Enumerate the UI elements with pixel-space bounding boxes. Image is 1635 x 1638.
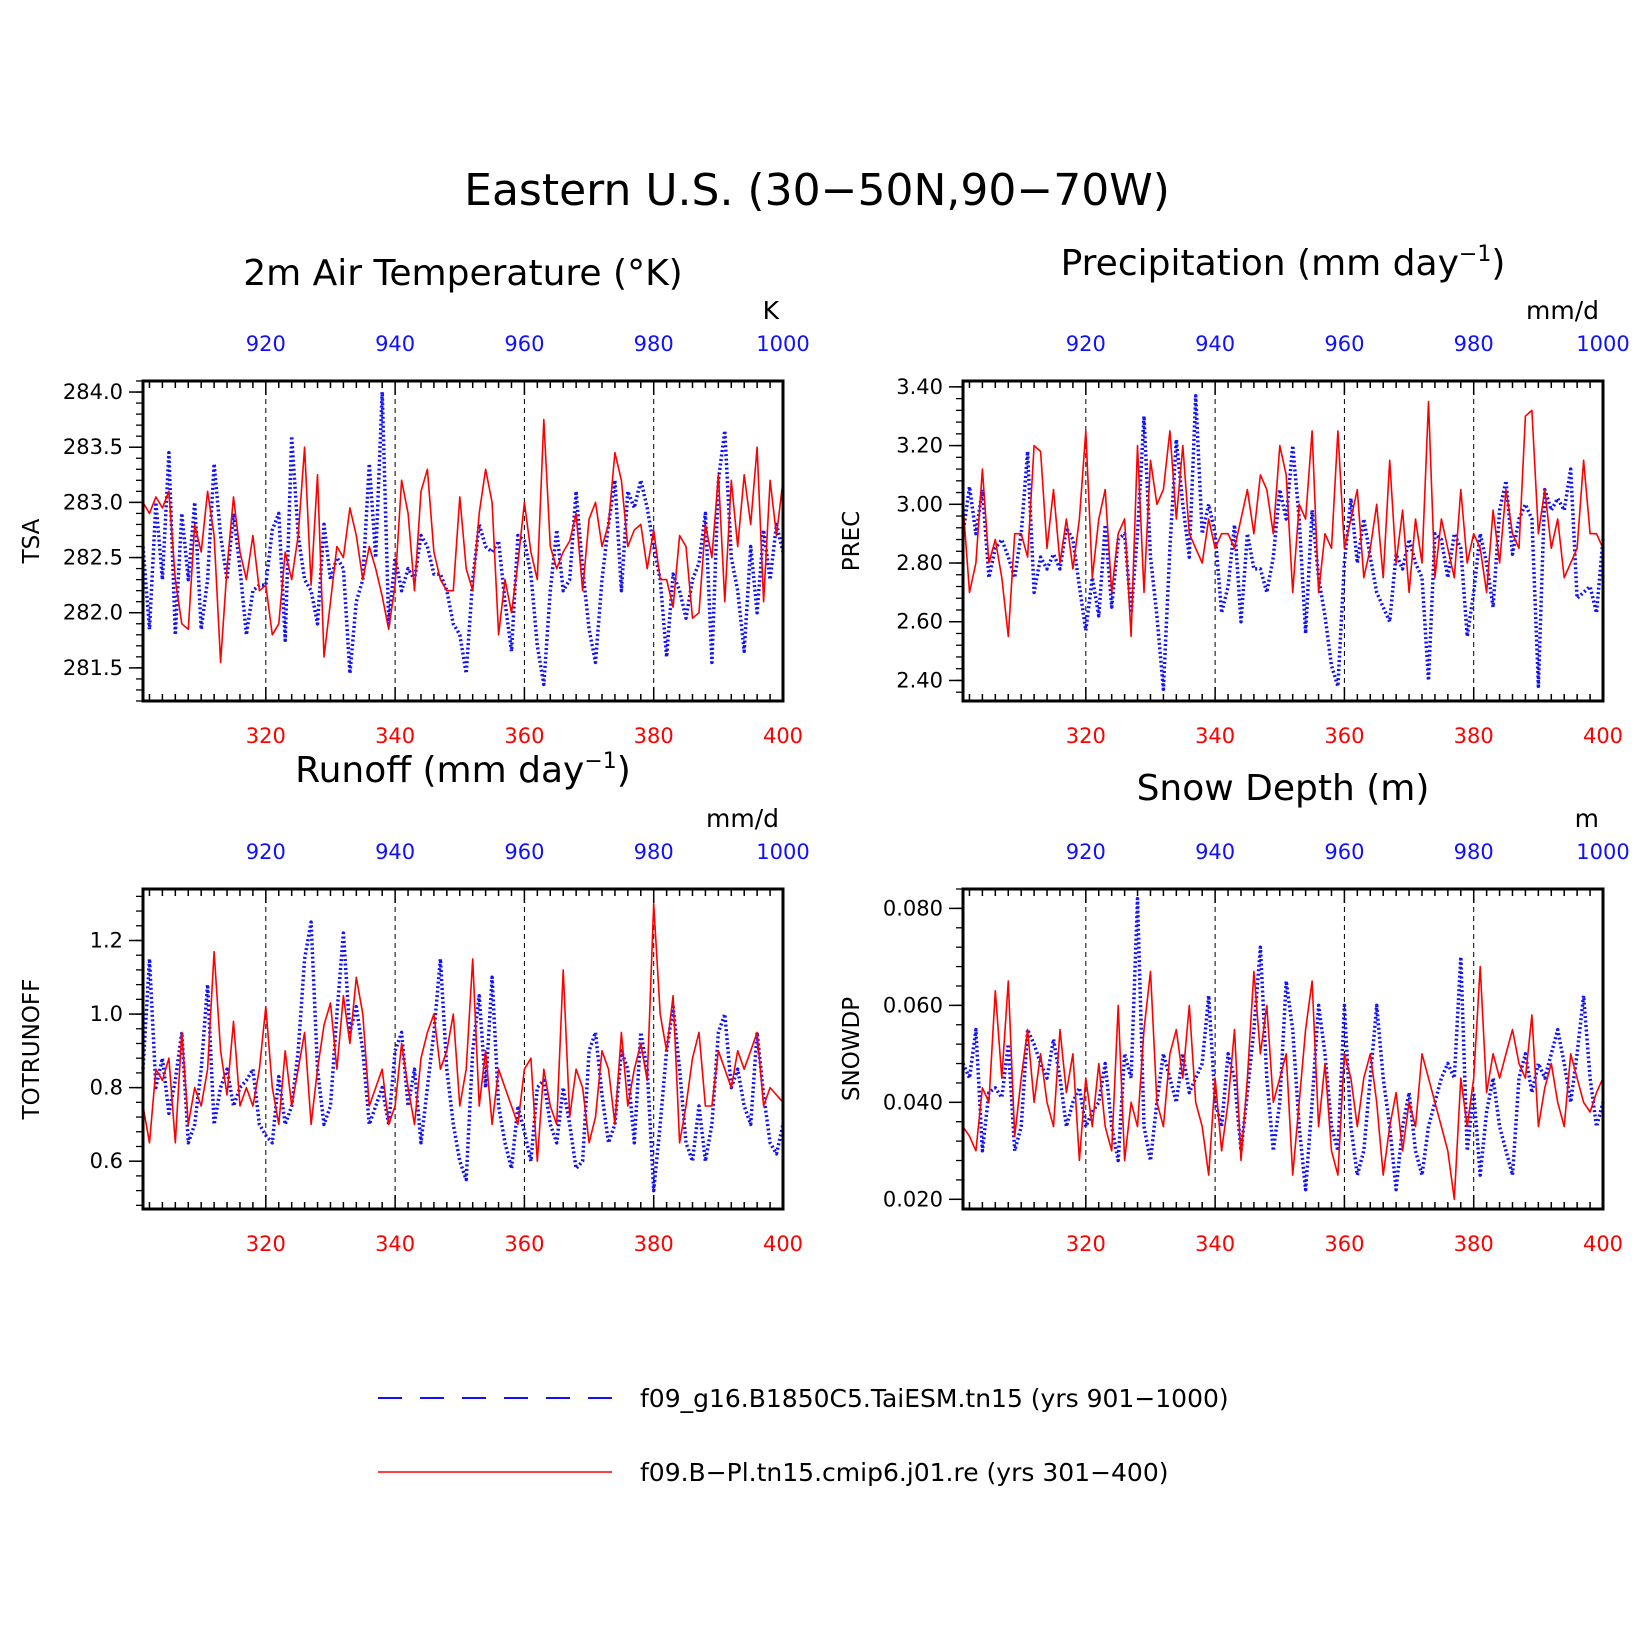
panel-title: 2m Air Temperature (°K) <box>243 253 682 294</box>
x-tick-label: 340 <box>1195 1232 1235 1256</box>
figure-title: Eastern U.S. (30−50N,90−70W) <box>464 165 1170 216</box>
y-tick-label: 281.5 <box>63 656 123 680</box>
x-top-tick-label: 940 <box>375 332 415 356</box>
plot-frame <box>961 379 1605 703</box>
panel-title: Snow Depth (m) <box>1137 768 1430 809</box>
x-tick-label: 360 <box>1324 724 1364 748</box>
x-tick-label: 320 <box>1066 724 1106 748</box>
x-top-tick-label: 980 <box>634 840 674 864</box>
x-tick-label: 400 <box>1583 724 1623 748</box>
x-top-tick-label: 940 <box>1195 332 1235 356</box>
y-tick-label: 283.5 <box>63 435 123 459</box>
x-tick-label: 340 <box>1195 724 1235 748</box>
panel-tsa: 2m Air Temperature (°K) K TSA 320 340 360 380 4… <box>19 253 810 748</box>
x-top-tick-label: 920 <box>1066 840 1106 864</box>
x-top-tick-label: 920 <box>246 332 286 356</box>
legend-item: f09.B−Pl.tn15.cmip6.j01.re (yrs 301−400) <box>378 1458 1169 1487</box>
x-tick-label: 400 <box>763 1232 803 1256</box>
panel-title: Precipitation (mm day−1) <box>1061 242 1506 284</box>
legend-label: f09_g16.B1850C5.TaiESM.tn15 (yrs 901−100… <box>640 1384 1229 1413</box>
units-label: m <box>1575 804 1599 833</box>
x-tick-label: 400 <box>763 724 803 748</box>
x-top-tick-label: 980 <box>1454 332 1494 356</box>
y-tick-label: 284.0 <box>63 380 123 404</box>
x-tick-label: 340 <box>375 724 415 748</box>
y-axis-label: TSA <box>19 518 45 564</box>
units-label: K <box>763 296 780 325</box>
y-axis-label: PREC <box>839 511 865 571</box>
plot-frame <box>141 379 785 703</box>
y-tick-label: 3.20 <box>896 434 943 458</box>
series-line-taiesm <box>141 920 785 1193</box>
x-tick-label: 380 <box>1454 724 1494 748</box>
panel-totrunoff: Runoff (mm day−1) mm/d TOTRUNOFF 320 340 360 3… <box>19 749 810 1256</box>
x-tick-label: 320 <box>246 1232 286 1256</box>
series-line-cmip6 <box>962 400 1604 638</box>
x-top-tick-label: 980 <box>634 332 674 356</box>
y-tick-label: 3.00 <box>896 492 943 516</box>
legend-item: f09_g16.B1850C5.TaiESM.tn15 (yrs 901−100… <box>378 1384 1229 1413</box>
series-line-cmip6 <box>142 902 784 1162</box>
x-top-tick-label: 960 <box>504 840 544 864</box>
x-top-tick-label: 920 <box>246 840 286 864</box>
x-top-tick-label: 1000 <box>756 332 809 356</box>
panels-layer: 2m Air Temperature (°K) K TSA 320 340 360 380 4… <box>19 242 1630 1256</box>
x-tick-label: 380 <box>634 724 674 748</box>
y-tick-label: 0.060 <box>883 993 943 1017</box>
series-line-taiesm <box>961 896 1605 1192</box>
x-top-tick-label: 960 <box>1324 840 1364 864</box>
x-top-tick-label: 980 <box>1454 840 1494 864</box>
y-tick-label: 2.40 <box>896 668 943 692</box>
y-tick-label: 0.8 <box>90 1076 123 1100</box>
panel-prec: Precipitation (mm day−1) mm/d PREC 320 340 36… <box>839 242 1630 748</box>
y-tick-label: 0.080 <box>883 896 943 920</box>
x-top-tick-label: 1000 <box>756 840 809 864</box>
y-tick-label: 0.020 <box>883 1187 943 1211</box>
series-line-cmip6 <box>142 418 784 664</box>
x-tick-label: 360 <box>1324 1232 1364 1256</box>
x-top-tick-label: 960 <box>1324 332 1364 356</box>
y-tick-label: 282.5 <box>63 546 123 570</box>
y-tick-label: 2.60 <box>896 610 943 634</box>
x-top-tick-label: 940 <box>1195 840 1235 864</box>
plot-frame <box>141 887 785 1211</box>
y-axis-label: TOTRUNOFF <box>19 979 45 1121</box>
y-tick-label: 0.6 <box>90 1149 123 1173</box>
panel-snowdp: Snow Depth (m) m SNOWDP 320 340 360 380 400 920 9… <box>839 768 1630 1256</box>
plot-frame <box>961 887 1605 1211</box>
y-axis-label: SNOWDP <box>839 997 865 1101</box>
x-tick-label: 320 <box>1066 1232 1106 1256</box>
x-tick-label: 360 <box>504 724 544 748</box>
x-top-tick-label: 1000 <box>1576 332 1629 356</box>
y-tick-label: 283.0 <box>63 490 123 514</box>
x-top-tick-label: 1000 <box>1576 840 1629 864</box>
y-tick-label: 1.0 <box>90 1002 123 1026</box>
series-line-taiesm <box>961 393 1605 692</box>
x-tick-label: 340 <box>375 1232 415 1256</box>
x-tick-label: 360 <box>504 1232 544 1256</box>
legend: f09_g16.B1850C5.TaiESM.tn15 (yrs 901−100… <box>378 1384 1229 1487</box>
series-line-cmip6 <box>962 965 1604 1201</box>
x-top-tick-label: 920 <box>1066 332 1106 356</box>
panel-title: Runoff (mm day−1) <box>295 749 631 791</box>
x-tick-label: 320 <box>246 724 286 748</box>
y-tick-label: 1.2 <box>90 928 123 952</box>
y-tick-label: 282.0 <box>63 601 123 625</box>
units-label: mm/d <box>1526 296 1599 325</box>
x-tick-label: 400 <box>1583 1232 1623 1256</box>
y-tick-label: 2.80 <box>896 551 943 575</box>
series-line-taiesm <box>141 390 785 687</box>
x-top-tick-label: 940 <box>375 840 415 864</box>
x-tick-label: 380 <box>634 1232 674 1256</box>
units-label: mm/d <box>706 804 779 833</box>
legend-label: f09.B−Pl.tn15.cmip6.j01.re (yrs 301−400) <box>640 1458 1169 1487</box>
x-tick-label: 380 <box>1454 1232 1494 1256</box>
y-tick-label: 3.40 <box>896 375 943 399</box>
y-tick-label: 0.040 <box>883 1090 943 1114</box>
x-top-tick-label: 960 <box>504 332 544 356</box>
